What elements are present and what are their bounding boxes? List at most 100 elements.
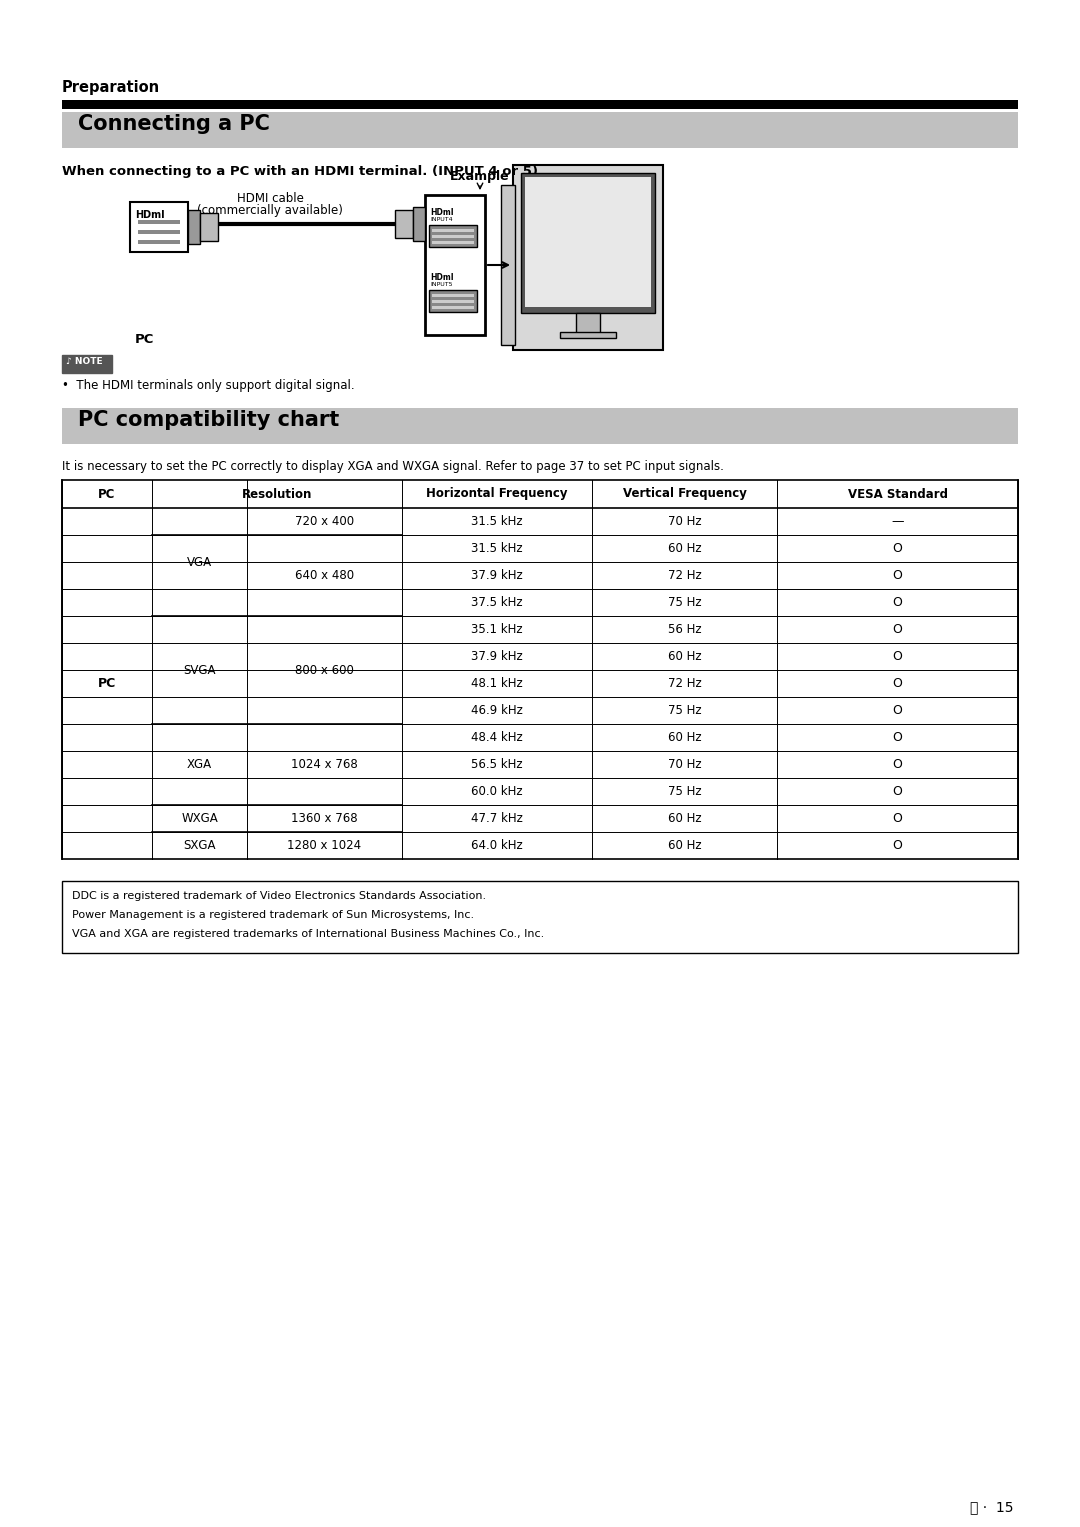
Text: 60 Hz: 60 Hz	[667, 838, 701, 852]
Text: Horizontal Frequency: Horizontal Frequency	[427, 487, 568, 501]
Bar	[130, 202, 188, 252]
Text: SXGA: SXGA	[184, 838, 216, 852]
Text: HDmI: HDmI	[430, 208, 454, 217]
Text: 64.0 kHz: 64.0 kHz	[471, 838, 523, 852]
Text: O: O	[892, 757, 903, 771]
Text: 31.5 kHz: 31.5 kHz	[471, 515, 523, 528]
Text: O: O	[892, 676, 903, 690]
Bar	[62, 354, 112, 373]
Text: Example: Example	[450, 169, 510, 183]
Text: ⓔ ·  15: ⓔ · 15	[970, 1500, 1013, 1513]
Text: O: O	[892, 731, 903, 744]
Text: O: O	[892, 542, 903, 554]
Bar	[138, 240, 180, 244]
Text: 37.9 kHz: 37.9 kHz	[471, 570, 523, 582]
Text: Connecting a PC: Connecting a PC	[78, 115, 270, 134]
Text: HDmI: HDmI	[430, 273, 454, 282]
Text: 60.0 kHz: 60.0 kHz	[471, 785, 523, 799]
Bar	[200, 212, 218, 241]
Bar	[426, 195, 485, 334]
Text: VESA Standard: VESA Standard	[848, 487, 947, 501]
Text: INPUT5: INPUT5	[430, 282, 453, 287]
Text: 60 Hz: 60 Hz	[667, 812, 701, 825]
Text: O: O	[892, 785, 903, 799]
Text: 60 Hz: 60 Hz	[667, 542, 701, 554]
Bar	[432, 229, 474, 232]
Bar	[561, 331, 616, 337]
Text: 75 Hz: 75 Hz	[667, 704, 701, 718]
Text: ♪ NOTE: ♪ NOTE	[66, 357, 103, 366]
Text: XGA: XGA	[187, 757, 212, 771]
Text: 72 Hz: 72 Hz	[667, 676, 701, 690]
Text: 37.5 kHz: 37.5 kHz	[471, 596, 523, 609]
Text: 1280 x 1024: 1280 x 1024	[287, 838, 362, 852]
Bar	[188, 211, 200, 244]
Text: When connecting to a PC with an HDMI terminal. (INPUT 4 or 5): When connecting to a PC with an HDMI ter…	[62, 165, 538, 179]
Text: 70 Hz: 70 Hz	[667, 515, 701, 528]
Text: 60 Hz: 60 Hz	[667, 651, 701, 663]
Text: HDMI cable: HDMI cable	[237, 192, 303, 205]
Bar	[62, 881, 1018, 953]
Text: INPUT4: INPUT4	[430, 217, 453, 221]
Bar	[429, 224, 477, 247]
Bar	[525, 177, 651, 307]
Text: —: —	[891, 515, 904, 528]
Text: It is necessary to set the PC correctly to display XGA and WXGA signal. Refer to: It is necessary to set the PC correctly …	[62, 460, 724, 473]
Text: DDC is a registered trademark of Video Electronics Standards Association.: DDC is a registered trademark of Video E…	[72, 890, 486, 901]
Bar	[138, 231, 180, 234]
Bar	[138, 220, 180, 224]
Text: 56.5 kHz: 56.5 kHz	[471, 757, 523, 771]
Text: Preparation: Preparation	[62, 79, 160, 95]
Bar	[413, 208, 426, 241]
Text: 56 Hz: 56 Hz	[667, 623, 701, 637]
Text: HDmI: HDmI	[135, 211, 164, 220]
Bar	[62, 99, 1018, 108]
Bar	[395, 211, 413, 238]
Text: PC: PC	[135, 333, 154, 347]
Text: Vertical Frequency: Vertical Frequency	[622, 487, 746, 501]
Text: VGA and XGA are registered trademarks of International Business Machines Co., In: VGA and XGA are registered trademarks of…	[72, 928, 544, 939]
Text: 46.9 kHz: 46.9 kHz	[471, 704, 523, 718]
Bar	[432, 241, 474, 244]
Text: 60 Hz: 60 Hz	[667, 731, 701, 744]
Bar	[521, 173, 654, 313]
Text: O: O	[892, 838, 903, 852]
Text: O: O	[892, 651, 903, 663]
Text: PC: PC	[98, 676, 117, 690]
Text: Power Management is a registered trademark of Sun Microsystems, Inc.: Power Management is a registered tradema…	[72, 910, 474, 919]
Text: 75 Hz: 75 Hz	[667, 596, 701, 609]
Bar	[432, 295, 474, 296]
Text: Resolution: Resolution	[242, 487, 312, 501]
Text: O: O	[892, 623, 903, 637]
Text: 1360 x 768: 1360 x 768	[292, 812, 357, 825]
Text: 1024 x 768: 1024 x 768	[292, 757, 357, 771]
Text: 35.1 kHz: 35.1 kHz	[471, 623, 523, 637]
Text: 47.7 kHz: 47.7 kHz	[471, 812, 523, 825]
Text: 800 x 600: 800 x 600	[295, 664, 354, 676]
Text: PC compatibility chart: PC compatibility chart	[78, 411, 339, 431]
Text: 640 x 480: 640 x 480	[295, 570, 354, 582]
Text: 37.9 kHz: 37.9 kHz	[471, 651, 523, 663]
Text: 31.5 kHz: 31.5 kHz	[471, 542, 523, 554]
Bar	[62, 479, 1018, 860]
Bar	[62, 111, 1018, 148]
Text: 70 Hz: 70 Hz	[667, 757, 701, 771]
Text: O: O	[892, 704, 903, 718]
Text: 75 Hz: 75 Hz	[667, 785, 701, 799]
Text: O: O	[892, 596, 903, 609]
Text: (commercially available): (commercially available)	[197, 205, 343, 217]
Bar	[432, 235, 474, 238]
Text: O: O	[892, 570, 903, 582]
Bar	[513, 165, 663, 350]
Bar	[432, 305, 474, 308]
Bar	[576, 313, 600, 333]
Bar	[62, 408, 1018, 444]
Text: PC: PC	[98, 487, 116, 501]
Text: SVGA: SVGA	[184, 664, 216, 676]
Text: 48.1 kHz: 48.1 kHz	[471, 676, 523, 690]
Bar	[429, 290, 477, 312]
Text: 720 x 400: 720 x 400	[295, 515, 354, 528]
Text: •  The HDMI terminals only support digital signal.: • The HDMI terminals only support digita…	[62, 379, 354, 392]
Text: 48.4 kHz: 48.4 kHz	[471, 731, 523, 744]
Bar	[432, 299, 474, 302]
